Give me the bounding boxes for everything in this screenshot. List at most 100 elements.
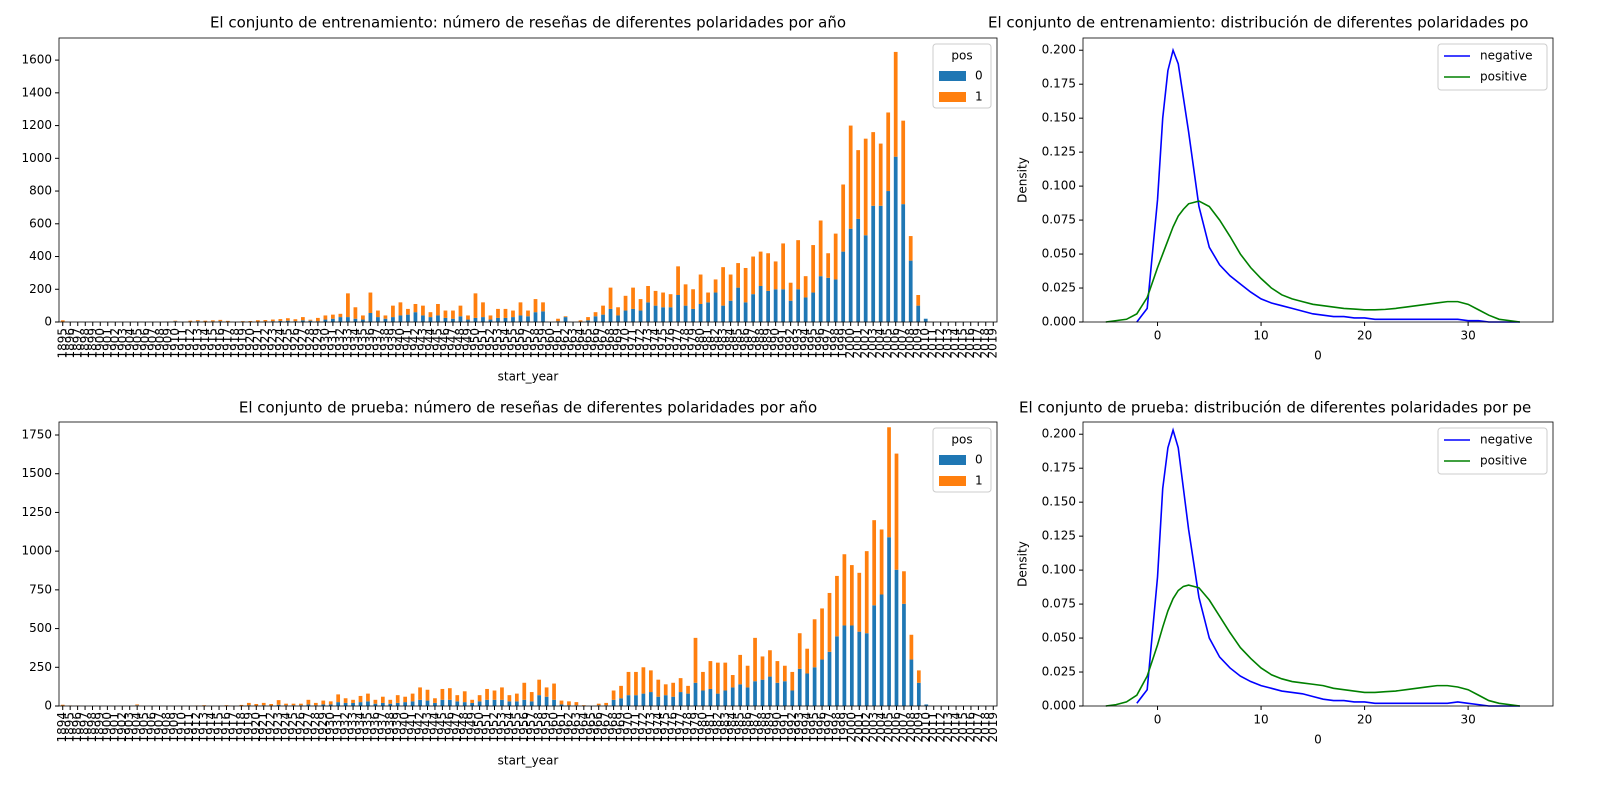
bar: [842, 554, 847, 626]
bar: [638, 310, 643, 322]
legend-label: 1: [975, 90, 983, 104]
bar: [728, 300, 733, 322]
x-tick-label: 1982: [708, 328, 722, 359]
x-tick-label: 1976: [663, 328, 677, 359]
bar: [291, 703, 296, 706]
bar: [781, 289, 786, 322]
x-tick-label: 1967: [596, 328, 610, 359]
x-tick-label: 1970: [621, 712, 635, 743]
bar: [668, 307, 673, 322]
bar: [492, 699, 497, 706]
legend-label: positive: [1480, 70, 1527, 84]
x-tick-label: 1977: [671, 328, 685, 359]
x-tick-label: 2003: [866, 328, 880, 359]
x-tick-label: 1930: [318, 328, 332, 359]
x-tick-label: 1947: [445, 328, 459, 359]
bar: [391, 317, 395, 322]
x-tick-label: 1944: [423, 328, 437, 359]
x-tick-label: 1928: [308, 712, 322, 743]
bar: [751, 294, 755, 322]
bar: [195, 320, 200, 322]
x-tick-label: 1901: [107, 712, 121, 743]
x-tick-label: 1990: [768, 328, 782, 359]
x-tick-label: 2006: [889, 712, 903, 743]
x-tick-label: 1958: [528, 328, 542, 359]
x-tick-label: 1901: [100, 328, 114, 359]
bar: [593, 316, 598, 322]
y-tick-label: 0.175: [1042, 461, 1076, 475]
bar: [533, 299, 538, 313]
y-tick-label: 0: [44, 699, 52, 713]
bar: [254, 703, 259, 706]
bar: [328, 701, 333, 705]
bar: [766, 290, 771, 322]
bar: [433, 698, 437, 703]
x-tick-label: 2004: [874, 712, 888, 743]
x-tick-label: 2010: [918, 328, 932, 359]
x-tick-label: 1929: [316, 712, 330, 743]
bar: [239, 704, 244, 706]
x-tick-label: 1975: [656, 328, 670, 359]
legend-label: negative: [1480, 433, 1532, 447]
bar: [60, 320, 65, 322]
bar: [648, 670, 653, 693]
bar: [728, 274, 733, 301]
x-tick-label: 1982: [710, 712, 724, 743]
x-tick-label: 1987: [746, 328, 760, 359]
x-tick-label: 1991: [776, 328, 790, 359]
bar: [608, 308, 613, 322]
legend-label: negative: [1480, 49, 1532, 63]
bar: [458, 305, 463, 317]
bar: [361, 319, 365, 322]
bar: [492, 690, 497, 700]
x-tick-label: 1927: [301, 712, 315, 743]
y-tick-label: 0.200: [1042, 427, 1076, 441]
bar: [496, 308, 500, 318]
x-tick-label: 1918: [228, 328, 242, 359]
bar: [893, 156, 898, 322]
x-tick-label: 2012: [933, 328, 947, 359]
x-tick-label: 1907: [145, 328, 159, 359]
x-tick-label: 1897: [70, 328, 84, 359]
x-tick-label: 1925: [286, 712, 300, 743]
bar: [533, 312, 538, 322]
bar: [661, 307, 665, 322]
bar: [902, 603, 906, 706]
bar: [376, 317, 380, 322]
bar: [447, 688, 452, 700]
bar: [376, 310, 380, 318]
bar: [713, 279, 718, 293]
x-tick-label: 1917: [220, 328, 234, 359]
x-tick-label: 2016: [963, 328, 977, 359]
bar: [443, 310, 448, 318]
bar: [745, 687, 750, 706]
bar: [638, 299, 643, 311]
bar: [358, 702, 363, 706]
x-tick-label: 1957: [521, 328, 535, 359]
y-tick-label: 0.100: [1042, 563, 1076, 577]
bar: [470, 702, 475, 706]
bar: [916, 305, 921, 322]
x-tick-label: 2002: [858, 328, 872, 359]
x-tick-label: 1978: [678, 328, 692, 359]
y-tick-label: 0.200: [1042, 43, 1076, 57]
x-tick-label: 1931: [331, 712, 345, 743]
density-line: [1136, 427, 1520, 707]
bar: [428, 317, 433, 322]
bar: [380, 702, 385, 706]
x-tick-label: 1915: [205, 328, 219, 359]
chart-title: El conjunto de prueba: distribución de d…: [1019, 399, 1531, 417]
bar: [563, 316, 568, 318]
bar: [887, 537, 891, 706]
bar: [721, 267, 725, 306]
x-tick-label: 1940: [398, 712, 412, 743]
bar: [812, 667, 817, 706]
x-tick-label: 1999: [836, 328, 850, 359]
x-tick-label: 2017: [971, 712, 985, 743]
bar: [500, 687, 504, 700]
x-tick-label: 1974: [648, 328, 662, 359]
bar: [343, 698, 348, 703]
bar: [743, 267, 748, 303]
x-tick-label: 1989: [761, 328, 775, 359]
bar: [406, 308, 410, 315]
